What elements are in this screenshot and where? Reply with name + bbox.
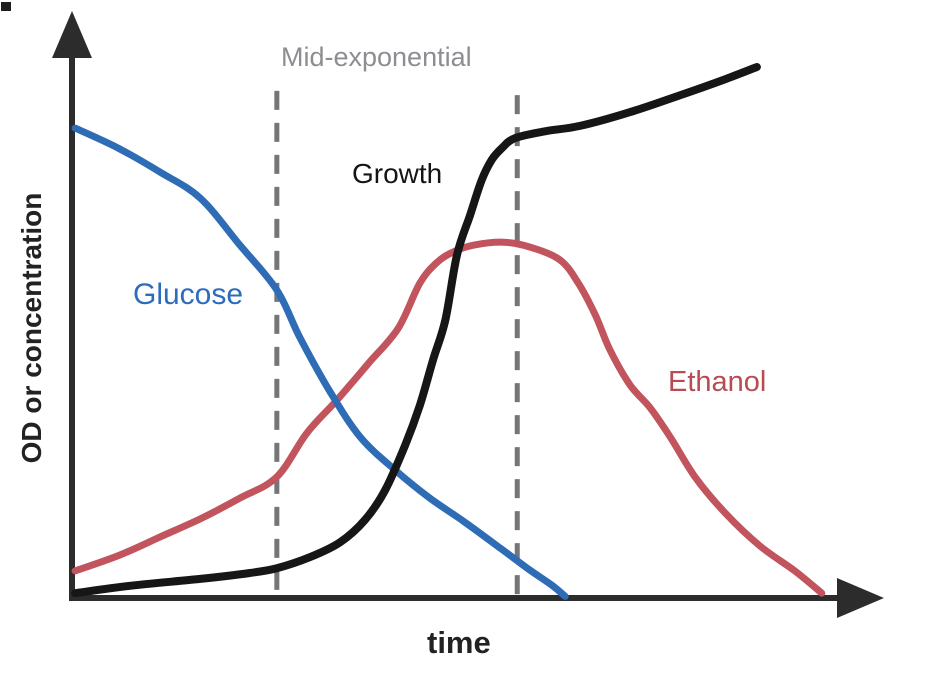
x-axis-label: time — [427, 625, 491, 660]
y-axis-arrowhead — [52, 11, 92, 58]
axes — [52, 11, 884, 618]
y-axis-label: OD or concentration — [16, 192, 47, 464]
ethanol-curve — [71, 238, 826, 597]
corner-artifact-mark — [1, 2, 11, 11]
growth-curve — [71, 63, 761, 598]
growth-series-label: Growth — [352, 158, 443, 189]
ethanol-series-label: Ethanol — [668, 366, 767, 398]
glucose-series-label: Glucose — [133, 278, 244, 311]
x-axis-arrowhead — [837, 578, 884, 618]
glucose-curve — [71, 124, 569, 600]
mid-exponential-label: Mid-exponential — [281, 42, 472, 72]
